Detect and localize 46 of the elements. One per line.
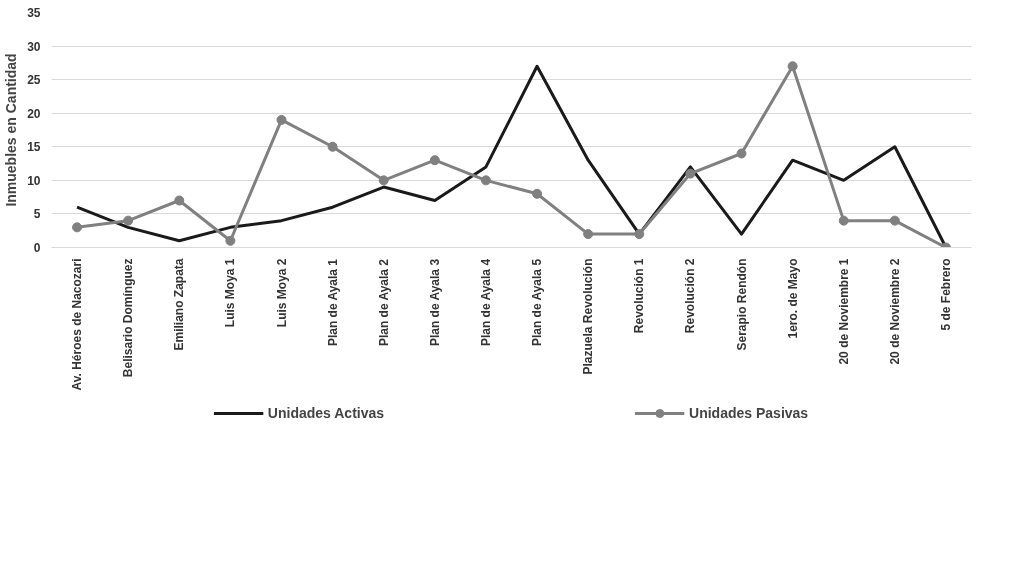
point: [889, 215, 900, 226]
y-tick-label: 5: [33, 207, 41, 222]
x-tick-label: Plan de Ayala 2: [376, 258, 391, 347]
y-tick-label: 20: [27, 106, 41, 121]
x-tick-label: Revolución 2: [683, 258, 698, 334]
x-tick-label: Belisario Domínguez: [121, 258, 136, 378]
x-tick-label: 20 de Noviembre 1: [836, 258, 851, 365]
point: [532, 188, 543, 199]
x-tick-label: Plan de Ayala 3: [427, 258, 442, 347]
y-tick-label: 15: [27, 140, 41, 155]
x-tick-label: Plan de Ayala 4: [478, 258, 493, 347]
x-tick-label: 5 de Febrero: [938, 258, 953, 331]
y-tick-label: 35: [27, 6, 41, 20]
point: [72, 222, 83, 233]
point: [583, 229, 594, 240]
y-axis-title: Inmuebles en Cantidad: [3, 53, 20, 207]
x-tick-label: Emiliano Zapata: [172, 258, 187, 351]
point: [787, 61, 798, 72]
point: [378, 175, 389, 186]
x-tick-label: Plazuela Revolución: [581, 258, 596, 375]
point: [174, 195, 185, 206]
x-tick-label: Serapio Rendón: [734, 258, 749, 351]
legend-label: Unidades Activas: [267, 405, 385, 421]
y-tick-label: 30: [27, 39, 41, 54]
point: [276, 114, 287, 125]
point: [225, 235, 236, 246]
point: [838, 215, 849, 226]
x-tick-label: Plan de Ayala 1: [325, 258, 340, 347]
y-tick-label: 10: [27, 173, 41, 188]
x-tick-label: 20 de Noviembre 2: [887, 258, 902, 365]
x-tick-label: Luis Moya 1: [223, 258, 238, 328]
x-tick-label: 1ero. de Mayo: [785, 258, 800, 339]
point: [327, 141, 338, 152]
x-tick-label: Av. Héroes de Nacozari: [70, 258, 85, 391]
x-tick-label: Luis Moya 2: [274, 258, 289, 328]
point: [123, 215, 134, 226]
x-tick-label: Plan de Ayala 5: [530, 258, 545, 347]
legend-label: Unidades Pasivas: [689, 405, 809, 421]
point: [429, 155, 440, 166]
point: [736, 148, 747, 159]
point: [634, 229, 645, 240]
y-tick-label: 25: [27, 73, 41, 88]
y-tick-label: 0: [33, 241, 41, 255]
point: [685, 168, 696, 179]
x-tick-label: Revolución 1: [632, 258, 647, 334]
point: [480, 175, 491, 186]
